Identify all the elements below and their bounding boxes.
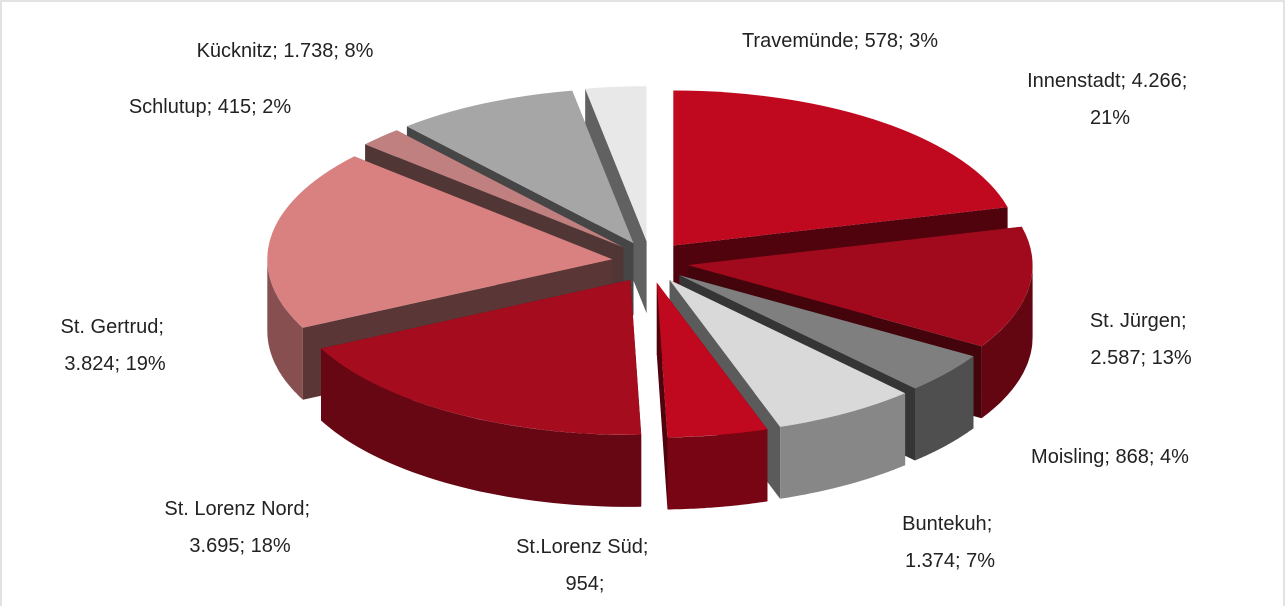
slice <box>669 279 906 427</box>
label-part: 954 <box>566 573 599 595</box>
label-part: 868 <box>1116 446 1149 468</box>
slice-wall <box>267 259 303 400</box>
slice <box>673 90 1008 246</box>
label-part: ; <box>1104 446 1115 468</box>
label-part: Schlutup <box>129 96 207 118</box>
label-part: Moisling <box>1031 446 1104 468</box>
label-part: Kücknitz <box>197 40 273 62</box>
label-part: St. Jürgen <box>1090 310 1181 332</box>
label-part: ; <box>333 40 344 62</box>
data-label: Travemünde; 578; 3% <box>742 30 938 52</box>
label-part: St. Gertrud <box>61 316 159 338</box>
label-part: Innenstadt <box>1027 70 1121 92</box>
label-part: 13% <box>1152 347 1192 369</box>
label-part: ; <box>1121 70 1132 92</box>
label-part: ; <box>207 96 218 118</box>
label-part: 19% <box>126 353 166 375</box>
label-part: 4.266 <box>1132 70 1182 92</box>
label-part: ; <box>898 30 909 52</box>
slice <box>321 279 642 435</box>
label-part: ; <box>1140 347 1151 369</box>
data-label: St. Gertrud; 3.824; 19% <box>61 316 170 375</box>
data-label: Kücknitz; 1.738; 8% <box>197 40 374 62</box>
slice <box>267 156 613 328</box>
label-part: 3.824 <box>64 353 114 375</box>
data-label: St. Jürgen; 2.587; 13% <box>1090 310 1192 369</box>
label-part: ; <box>1149 446 1160 468</box>
label-part: ; <box>239 535 250 557</box>
label-part: ; <box>272 40 283 62</box>
data-label: St. Lorenz Nord; 3.695; 18% <box>164 498 315 557</box>
slice <box>365 130 624 248</box>
slice <box>687 226 1033 347</box>
label-part: 578 <box>865 30 898 52</box>
label-part: 1.738 <box>283 40 333 62</box>
label-part: 415 <box>218 96 251 118</box>
label-part: 2.587 <box>1090 347 1140 369</box>
slice <box>656 282 768 438</box>
slice-wall <box>981 265 1033 419</box>
slice <box>406 90 634 244</box>
label-part: 3.695 <box>189 535 239 557</box>
label-part: ; <box>251 96 262 118</box>
label-part: ; <box>304 498 315 520</box>
label-part: St.Lorenz Süd <box>516 536 643 558</box>
label-part: ; <box>1181 310 1192 332</box>
label-part: Travemünde <box>742 30 854 52</box>
slice <box>585 86 647 242</box>
data-label: Moisling; 868; 4% <box>1031 446 1189 468</box>
slice <box>679 275 974 389</box>
slice-wall <box>780 393 906 499</box>
slice-side <box>656 282 668 510</box>
label-part: 3% <box>909 30 938 52</box>
label-part: 18% <box>251 535 291 557</box>
label-part: 7% <box>966 550 995 572</box>
data-label: Buntekuh; 1.374; 7% <box>902 513 998 572</box>
label-part: ; <box>643 536 654 558</box>
label-part: ; <box>114 353 125 375</box>
label-part: 21% <box>1090 107 1130 129</box>
slice-wall <box>915 356 974 461</box>
label-part: St. Lorenz Nord <box>164 498 304 520</box>
slice-wall <box>667 429 768 510</box>
data-label: St.Lorenz Süd; 954; <box>516 536 654 595</box>
data-label: Innenstadt; 4.266; 21% <box>1027 70 1193 129</box>
slice-wall <box>321 348 642 507</box>
data-label: Schlutup; 415; 2% <box>129 96 292 118</box>
label-part: ; <box>599 573 605 595</box>
label-part: ; <box>987 513 998 535</box>
label-part: ; <box>1182 70 1193 92</box>
label-part: 1.374 <box>905 550 955 572</box>
label-part: ; <box>955 550 966 572</box>
label-part: Buntekuh <box>902 513 987 535</box>
label-part: 2% <box>262 96 291 118</box>
label-part: ; <box>854 30 865 52</box>
label-part: ; <box>158 316 169 338</box>
label-part: 4% <box>1160 446 1189 468</box>
label-part: 8% <box>345 40 374 62</box>
